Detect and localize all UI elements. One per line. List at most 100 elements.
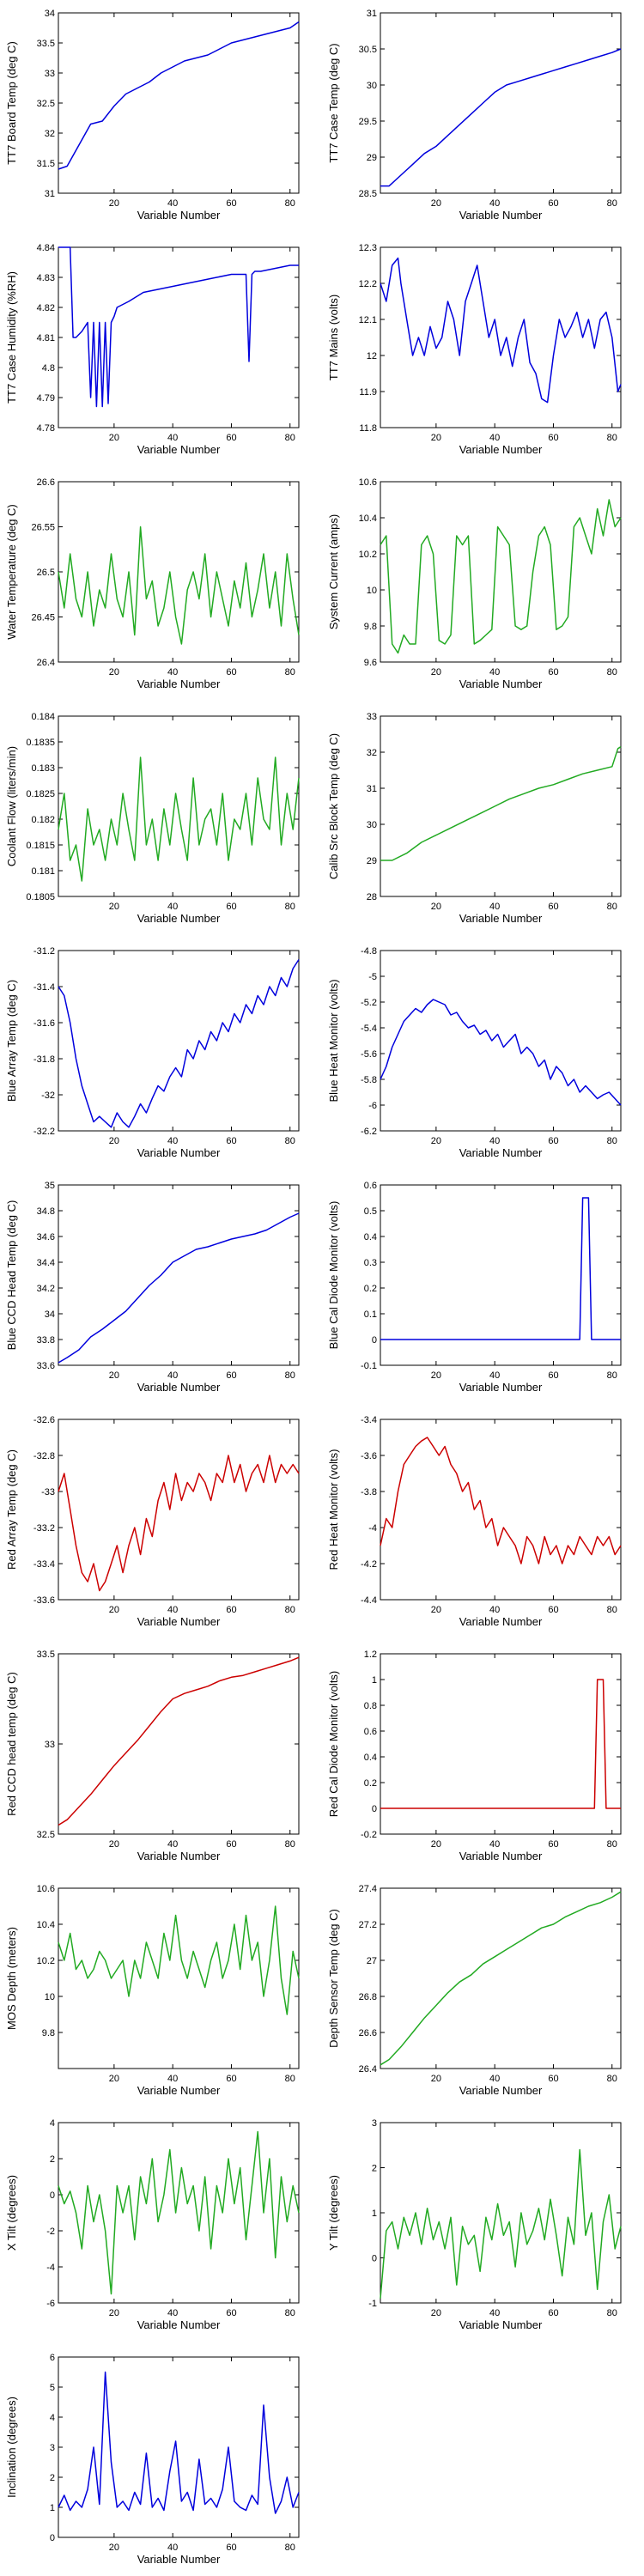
chart-svg-12: -33.6 -33.4 -33.2 -33 -32.8 -32.6 20 40 60 80 Vari…: [5, 1415, 300, 1628]
x-tick-label: 20: [109, 2074, 119, 2084]
y-axis-label: Inclination (degrees): [5, 2397, 18, 2498]
y-tick-label: 0.182: [31, 815, 55, 825]
y-axis-label: TT7 Board Temp (deg C): [5, 41, 18, 165]
x-tick-label: 40: [489, 433, 500, 443]
x-tick-label: 20: [431, 2308, 441, 2318]
plot-area: [58, 1184, 300, 1366]
x-tick-label: 60: [226, 2543, 236, 2553]
y-tick-label: 27: [367, 1956, 377, 1966]
x-tick-label: 20: [109, 1136, 119, 1146]
x-tick-label: 40: [167, 2074, 178, 2084]
y-tick-label: 26.8: [359, 1992, 377, 2002]
x-axis-label: Variable Number: [459, 1381, 543, 1394]
y-axis-label: X Tilt (degrees): [5, 2175, 18, 2251]
chart-panel-10: 33.6 33.8 34 34.2 34.4 34.6 34.8 35 20 40 60 80 Vari…: [0, 1181, 309, 1402]
y-tick-label: 32.5: [37, 1830, 55, 1840]
y-tick-label: 35: [45, 1181, 55, 1191]
y-tick-label: -5: [368, 972, 377, 982]
x-tick-label: 60: [226, 198, 236, 209]
x-tick-label: 80: [285, 902, 295, 912]
y-tick-label: -4.8: [361, 946, 377, 957]
x-axis-label: Variable Number: [137, 209, 221, 222]
x-tick-label: 80: [285, 2074, 295, 2084]
y-tick-label: 0.1815: [26, 841, 55, 851]
plot-area: [58, 1653, 300, 1835]
chart-panel-0: 31 31.5 32 32.5 33 33.5 34 20 40 60 80 Variable Num…: [0, 9, 309, 230]
x-tick-label: 80: [285, 667, 295, 677]
x-tick-label: 60: [226, 1136, 236, 1146]
x-tick-label: 20: [431, 667, 441, 677]
y-tick-label: 12.2: [359, 279, 377, 289]
y-tick-label: 29.5: [359, 117, 377, 127]
chart-svg-13: -4.4 -4.2 -4 -3.8 -3.6 -3.4 20 40 60 80 Variable N…: [327, 1415, 622, 1628]
y-tick-label: -2: [46, 2227, 55, 2237]
chart-panel-2: 4.78 4.79 4.8 4.81 4.82 4.83 4.84 20 40 60 80 Varia…: [0, 243, 309, 465]
x-tick-label: 40: [167, 198, 178, 209]
y-tick-label: 26.6: [359, 2028, 377, 2038]
plot-area: [58, 481, 300, 663]
x-tick-label: 80: [607, 433, 617, 443]
plot-area: [58, 950, 300, 1132]
x-tick-label: 40: [489, 902, 500, 912]
chart-panel-8: -32.2 -32 -31.8 -31.6 -31.4 -31.2 20 40 60 80 Vari…: [0, 946, 309, 1168]
y-tick-label: 1: [50, 2503, 55, 2513]
x-tick-label: 40: [489, 2074, 500, 2084]
x-tick-label: 60: [226, 902, 236, 912]
series-line: [58, 2371, 300, 2514]
y-tick-label: 33: [45, 1740, 55, 1750]
plot-area: [58, 1887, 300, 2069]
x-tick-label: 80: [607, 1839, 617, 1850]
x-tick-label: 80: [607, 1136, 617, 1146]
y-tick-label: 28.5: [359, 189, 377, 199]
x-tick-label: 40: [167, 1839, 178, 1850]
x-tick-label: 20: [109, 667, 119, 677]
series-line: [380, 1197, 621, 1340]
series-line: [58, 21, 300, 170]
y-tick-label: -6: [46, 2299, 55, 2309]
chart-panel-19: -1 0 1 2 3 20 40 60 80 Variable Number Y Tilt (deg…: [322, 2118, 631, 2340]
x-tick-label: 40: [167, 2543, 178, 2553]
plot-area: [58, 1419, 300, 1601]
y-axis-label: Red Cal Diode Monitor (volts): [327, 1671, 340, 1818]
y-tick-label: 31.5: [37, 159, 55, 169]
series-line: [380, 2148, 622, 2299]
y-tick-label: -4: [368, 1523, 377, 1534]
x-tick-label: 60: [226, 1370, 236, 1381]
y-tick-label: 26.5: [37, 568, 55, 578]
y-axis-label: Red Array Temp (deg C): [5, 1449, 18, 1570]
series-line: [58, 1656, 300, 1826]
x-axis-label: Variable Number: [459, 2318, 543, 2331]
x-tick-label: 80: [607, 198, 617, 209]
y-tick-label: 29: [367, 856, 377, 866]
x-tick-label: 60: [548, 667, 558, 677]
y-tick-label: 0: [50, 2533, 55, 2543]
chart-panel-14: 32.5 33 33.5 20 40 60 80 Variable Number Red CCD…: [0, 1649, 309, 1871]
y-tick-label: 4.81: [37, 333, 55, 343]
x-tick-label: 80: [607, 902, 617, 912]
y-axis-label: Water Temperature (deg C): [5, 504, 18, 640]
y-tick-label: 3: [372, 2118, 377, 2129]
x-axis-label: Variable Number: [137, 1850, 221, 1862]
x-tick-label: 20: [109, 198, 119, 209]
x-axis-label: Variable Number: [137, 912, 221, 925]
x-axis-label: Variable Number: [137, 2084, 221, 2097]
x-tick-label: 40: [489, 1605, 500, 1615]
y-tick-label: 0.181: [31, 866, 55, 877]
x-tick-label: 60: [226, 1839, 236, 1850]
y-tick-label: -33: [41, 1487, 55, 1498]
y-tick-label: 4: [50, 2413, 55, 2423]
x-tick-label: 20: [431, 198, 441, 209]
y-tick-label: 0.8: [364, 1701, 377, 1711]
y-tick-label: 0: [372, 2254, 377, 2264]
y-tick-label: 1: [372, 1675, 377, 1686]
x-axis-label: Variable Number: [459, 912, 543, 925]
y-axis-label: Y Tilt (degrees): [327, 2175, 340, 2251]
y-tick-label: -6.2: [361, 1127, 377, 1137]
y-tick-label: 34.6: [37, 1232, 55, 1242]
chart-svg-18: -6 -4 -2 0 2 4 20 40 60 80 Variable Number X Tilt (…: [5, 2118, 300, 2331]
series-line: [58, 1905, 300, 2015]
y-tick-label: 30: [367, 81, 377, 91]
x-tick-label: 80: [607, 2308, 617, 2318]
plot-area: [380, 1887, 622, 2069]
y-tick-label: 29: [367, 153, 377, 163]
